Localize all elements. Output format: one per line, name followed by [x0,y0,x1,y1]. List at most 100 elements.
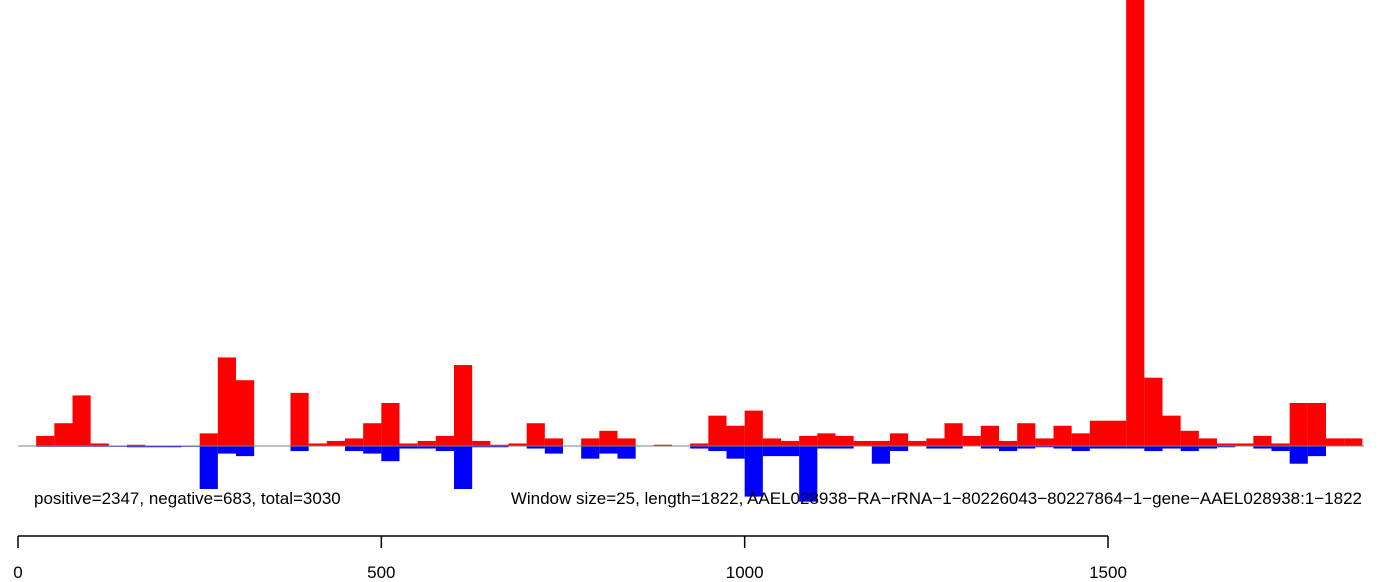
positive-bar-53 [1126,0,1145,446]
negative-bar-37 [890,446,909,452]
positive-bar-63 [1307,402,1326,446]
negative-bar-57 [1307,446,1326,457]
positive-bar-32 [744,410,763,446]
positive-bar-26 [599,430,618,446]
positive-bar-56 [1180,430,1199,446]
negative-bar-28 [708,446,727,452]
negative-bar-42 [1017,446,1036,449]
negative-bar-46 [1089,446,1108,449]
positive-bar-60 [1253,435,1272,446]
positive-bar-51 [1089,420,1108,446]
negative-bar-53 [1217,446,1236,448]
negative-bar-43 [1035,446,1054,448]
x-tick-label-0: 0 [13,563,22,582]
negative-bar-50 [1162,446,1181,449]
positive-bar-52 [1108,420,1127,446]
positive-bar-58 [1217,443,1236,446]
negative-bar-32 [781,446,800,457]
caption-left: positive=2347, negative=683, total=3030 [34,489,341,508]
positive-bar-24 [544,438,563,446]
negative-bar-10 [217,446,236,454]
x-tick-label-1000: 1000 [726,563,764,582]
positive-bar-13 [345,438,364,446]
positive-bar-12 [326,440,345,446]
negative-bar-19 [454,446,473,490]
positive-bar-49 [1053,425,1072,446]
positive-bar-18 [435,435,454,446]
positive-bar-16 [399,443,418,446]
negative-bar-14 [363,446,382,454]
negative-bar-9 [199,446,218,490]
positive-bar-22 [508,443,527,446]
positive-bar-20 [472,440,491,446]
positive-bar-35 [799,435,818,446]
x-tick-label-500: 500 [367,563,395,582]
positive-bar-19 [454,365,473,446]
negative-bar-56 [1289,446,1308,464]
positive-bar-28 [653,444,672,446]
negative-bar-33 [799,446,818,502]
positive-bar-14 [363,423,382,446]
positive-bar-39 [871,440,890,446]
positive-bar-55 [1162,415,1181,446]
negative-bar-11 [236,446,255,457]
positive-bar-27 [617,438,636,446]
positive-bar-15 [381,402,400,446]
positive-bar-37 [835,435,854,446]
x-axis: 0 500 1000 1500 [13,535,1127,582]
positive-bar-54 [1144,377,1163,446]
negative-bar-17 [417,446,436,449]
negative-bar-20 [472,446,491,448]
negative-bar-52 [1198,446,1217,449]
negative-bar-7 [163,446,182,448]
positive-bar-34 [781,440,800,446]
negative-bar-22 [526,446,545,449]
positive-bar-47 [1017,423,1036,446]
negative-bar-36 [871,446,890,464]
positive-bar-30 [708,415,727,446]
negative-bar-27 [690,446,709,449]
negative-bar-26 [617,446,636,459]
positive-bar-1 [54,423,73,446]
negative-bar-15 [381,446,400,462]
negative-bar-54 [1253,446,1272,449]
negative-bar-51 [1180,446,1199,452]
negative-bar-24 [581,446,600,459]
positive-bar-44 [962,435,981,446]
negative-bar-55 [1271,446,1290,452]
x-tick-label-1500: 1500 [1089,563,1127,582]
positive-bar-10 [290,392,309,446]
negative-bar-6 [145,446,164,448]
positive-bar-0 [36,435,55,446]
negative-bar-18 [435,446,454,452]
negative-bar-5 [127,446,146,448]
positive-bar-4 [127,444,146,446]
positive-bar-2 [72,395,91,446]
positive-bar-21 [490,444,509,446]
positive-bar-59 [1235,443,1254,446]
negative-bar-39 [944,446,963,449]
positive-bar-61 [1271,443,1290,446]
positive-bar-3 [90,443,109,446]
positive-bar-43 [944,423,963,446]
positive-bar-48 [1035,438,1054,446]
negative-bar-49 [1144,446,1163,452]
positive-bar-62 [1289,402,1308,446]
positive-bar-40 [890,433,909,446]
caption-right: Window size=25, length=1822, AAEL028938−… [511,489,1362,508]
positive-bar-45 [980,425,999,446]
positive-bar-64 [1326,438,1345,446]
negative-bar-16 [399,446,418,449]
positive-bar-31 [726,425,745,446]
negative-bar-23 [544,446,563,454]
positive-bar-38 [853,440,872,446]
positive-bar-36 [817,433,836,446]
negative-bar-35 [835,446,854,449]
positive-bar-50 [1071,433,1090,446]
negative-bar-25 [599,446,618,454]
positive-bar-23 [526,423,545,446]
positive-bar-33 [762,438,781,446]
negative-bar-44 [1053,446,1072,449]
negative-bar-38 [926,446,945,449]
